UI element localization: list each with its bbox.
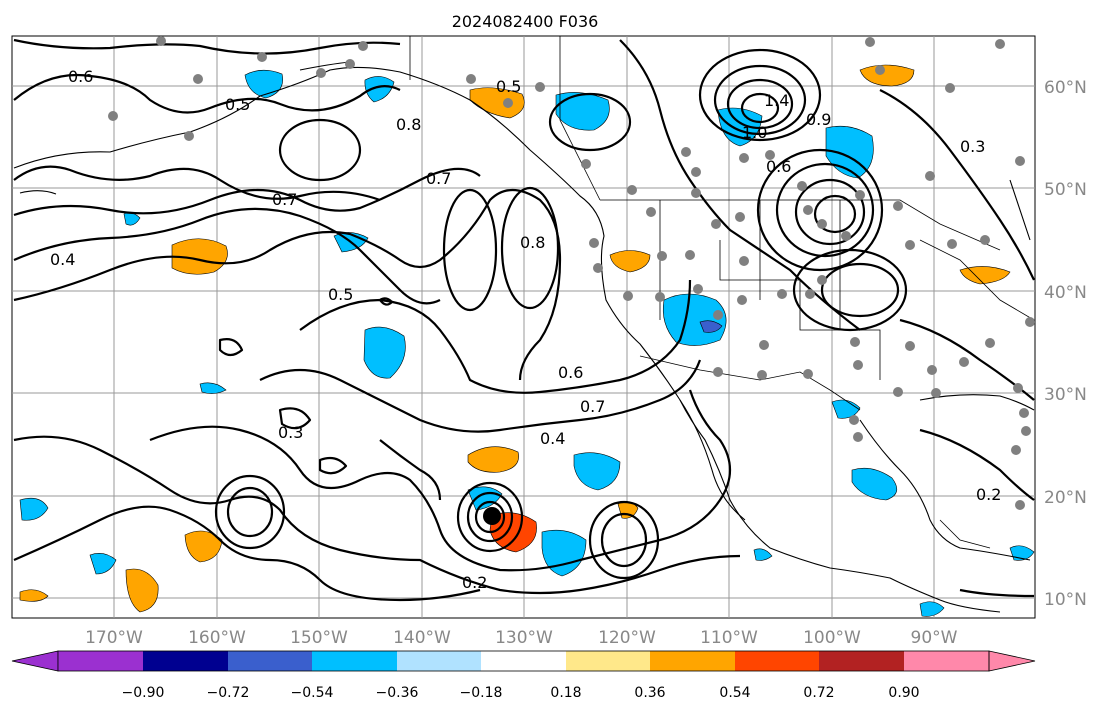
contour-label: 0.7: [426, 169, 451, 188]
colorbar-max-extend: [988, 650, 1036, 672]
colorbar-segment: [904, 651, 990, 671]
colorbar-tick-label: −0.36: [376, 685, 419, 701]
colorbar-tick-label: 0.54: [719, 685, 750, 701]
contour-label: 0.5: [496, 77, 521, 96]
lon-label: 110°W: [700, 628, 758, 648]
contour-label: 0.8: [520, 233, 545, 252]
contour-label: 0.3: [278, 423, 303, 442]
colorbar-segment: [58, 651, 144, 671]
latitude-axis: 60°N 50°N 40°N 30°N 20°N 10°N: [1044, 78, 1087, 610]
colorbar-segment: [228, 651, 314, 671]
contour-label: 0.8: [396, 115, 421, 134]
colorbar-tick-label: −0.72: [207, 685, 250, 701]
colorbar-segment: [819, 651, 905, 671]
lat-label: 40°N: [1044, 283, 1087, 303]
contour-label: 0.6: [558, 363, 583, 382]
contour-label: 0.5: [328, 285, 353, 304]
lon-label: 160°W: [188, 628, 246, 648]
colorbar-segment: [481, 651, 567, 671]
contour-label: 0.2: [976, 485, 1001, 504]
political-borders: [409, 36, 1035, 549]
colorbar-tick-label: −0.18: [460, 685, 503, 701]
colorbar-tick-label: −0.90: [122, 685, 165, 701]
colorbar-tick-label: 0.36: [634, 685, 665, 701]
figure-title: 2024082400 F036: [452, 12, 599, 31]
colorbar-segment: [735, 651, 821, 671]
contour-label: 0.2: [462, 573, 487, 592]
lat-label: 30°N: [1044, 385, 1087, 405]
contour-label-group: 0.6 0.5 0.7 0.8 0.4 0.3 0.2 1.4 1.0 0.9 …: [50, 67, 1001, 592]
colorbar-segment: [566, 651, 652, 671]
contour-label: 0.6: [68, 67, 93, 86]
contour-label: 0.4: [540, 429, 565, 448]
lat-label: 10°N: [1044, 590, 1087, 610]
lon-label: 90°W: [911, 628, 958, 648]
colorbar-segment: [397, 651, 483, 671]
colorbar-tick-label: 0.90: [888, 685, 919, 701]
lon-label: 100°W: [803, 628, 861, 648]
contour-label: 1.4: [764, 91, 789, 110]
longitude-axis: 170°W 160°W 150°W 140°W 130°W 120°W 110°…: [85, 628, 958, 648]
colorbar-segment: [650, 651, 736, 671]
contour-label: 0.5: [225, 95, 250, 114]
contour-label: 0.9: [806, 110, 831, 129]
coastlines: [13, 61, 1035, 613]
contour-label: 0.7: [272, 190, 297, 209]
contour-label: 0.4: [50, 250, 75, 269]
lon-label: 150°W: [290, 628, 348, 648]
lon-label: 130°W: [495, 628, 553, 648]
lat-label: 20°N: [1044, 488, 1087, 508]
colorbar: −0.90 −0.72 −0.54 −0.36 −0.18 0.18 0.36 …: [11, 650, 1036, 701]
colorbar-min-extend: [11, 650, 59, 672]
contour-label: 1.0: [742, 123, 767, 142]
contour-label: 0.7: [580, 397, 605, 416]
contour-lines: [13, 38, 1035, 602]
contour-label: 0.3: [960, 137, 985, 156]
colorbar-tick-label: −0.54: [291, 685, 334, 701]
colorbar-tick-label: 0.72: [803, 685, 834, 701]
map-panel: 0.6 0.5 0.7 0.8 0.4 0.3 0.2 1.4 1.0 0.9 …: [11, 35, 1036, 619]
storm-center-marker: [483, 507, 501, 525]
lon-label: 120°W: [598, 628, 656, 648]
lon-label: 170°W: [85, 628, 143, 648]
colorbar-segment: [312, 651, 398, 671]
lon-label: 140°W: [393, 628, 451, 648]
colorbar-tick-label: 0.18: [550, 685, 581, 701]
contour-label: 0.6: [766, 157, 791, 176]
lat-label: 50°N: [1044, 180, 1087, 200]
colorbar-segment: [143, 651, 229, 671]
lat-label: 60°N: [1044, 78, 1087, 98]
station-markers: [108, 36, 1035, 510]
